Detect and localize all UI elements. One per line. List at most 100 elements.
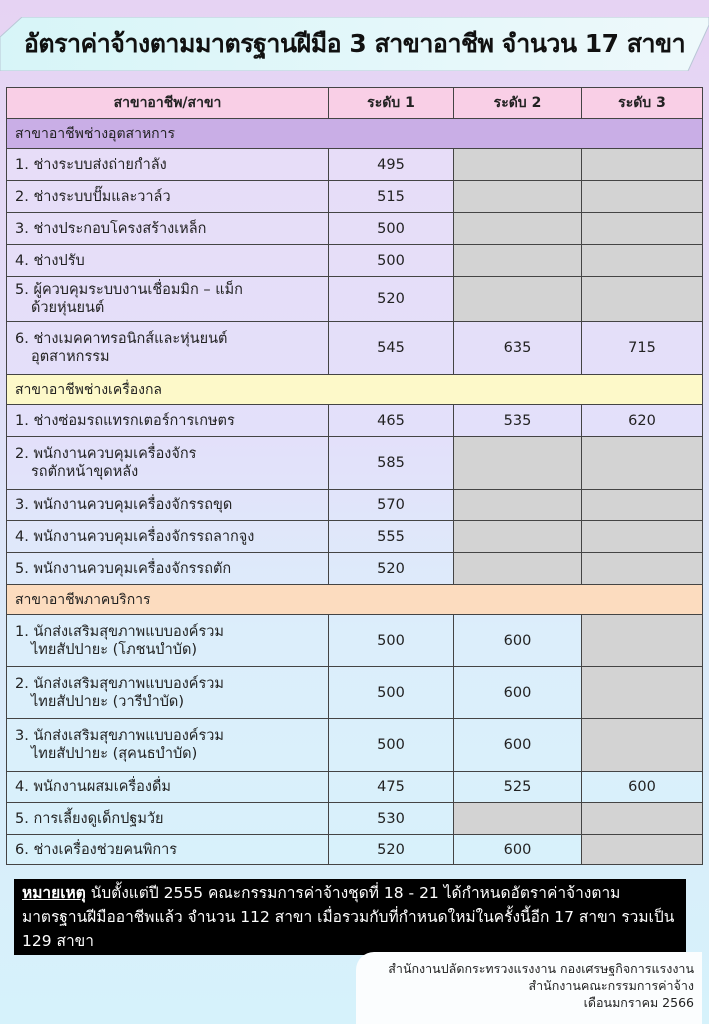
level-3-wage: 600 xyxy=(581,771,703,803)
occupation-name: 1. ช่างซ่อมรถแทรกเตอร์การเกษตร xyxy=(6,404,329,437)
page-title: อัตราค่าจ้างตามมาตรฐานฝีมือ 3 สาขาอาชีพ … xyxy=(23,29,686,58)
table-row: 3. พนักงานควบคุมเครื่องจักรรถขุด 570 xyxy=(6,489,703,521)
level-1-wage: 545 xyxy=(328,321,454,375)
table-header-row: สาขาอาชีพ/สาขา ระดับ 1 ระดับ 2 ระดับ 3 xyxy=(6,87,703,119)
level-3-wage xyxy=(581,212,703,245)
credit-line-2: สำนักงานคณะกรรมการค่าจ้าง xyxy=(528,978,694,993)
occupation-name: 6. ช่างเครื่องช่วยคนพิการ xyxy=(6,834,329,865)
occupation-name: 5. การเลี้ยงดูเด็กปฐมวัย xyxy=(6,802,329,835)
level-3-wage xyxy=(581,718,703,772)
level-1-wage: 500 xyxy=(328,244,454,277)
section-name: สาขาอาชีพช่างอุตสาหการ xyxy=(6,118,703,149)
level-1-wage: 465 xyxy=(328,404,454,437)
level-1-wage: 520 xyxy=(328,552,454,585)
occupation-name: 5. ผู้ควบคุมระบบงานเชื่อมมิก – แม็ก ด้วยห… xyxy=(6,276,329,322)
level-2-wage xyxy=(453,552,582,585)
table-row: 2. นักส่งเสริมสุขภาพแบบองค์รวม ไทยสัปปายะ… xyxy=(6,666,703,719)
level-3-wage xyxy=(581,489,703,521)
occupation-name: 3. ช่างประกอบโครงสร้างเหล็ก xyxy=(6,212,329,245)
section-header-row: สาขาอาชีพช่างเครื่องกล xyxy=(6,374,703,405)
section-name: สาขาอาชีพภาคบริการ xyxy=(6,584,703,615)
level-1-wage: 585 xyxy=(328,436,454,490)
level-3-wage xyxy=(581,552,703,585)
table-row: 6. ช่างเมคคาทรอนิกส์และหุ่นยนต์ อุตสาหกรร… xyxy=(6,321,703,375)
table-row: 4. พนักงานควบคุมเครื่องจักรรถลากจูง 555 xyxy=(6,520,703,553)
occupation-name: 4. พนักงานควบคุมเครื่องจักรรถลากจูง xyxy=(6,520,329,553)
note-box: หมายเหตุ นับตั้งแต่ปี 2555 คณะกรรมการค่า… xyxy=(14,879,686,955)
level-1-wage: 570 xyxy=(328,489,454,521)
level-1-wage: 520 xyxy=(328,834,454,865)
section-name: สาขาอาชีพช่างเครื่องกล xyxy=(6,374,703,405)
level-2-wage xyxy=(453,489,582,521)
occupation-name: 4. พนักงานผสมเครื่องดื่ม xyxy=(6,771,329,803)
occupation-name: 2. พนักงานควบคุมเครื่องจักร รถตักหน้าขุดห… xyxy=(6,436,329,490)
level-2-wage: 535 xyxy=(453,404,582,437)
level-1-wage: 515 xyxy=(328,180,454,213)
level-3-wage xyxy=(581,520,703,553)
credit-line-3: เดือนมกราคม 2566 xyxy=(583,995,694,1010)
credit-box: สำนักงานปลัดกระทรวงแรงงาน กองเศรษฐกิจการ… xyxy=(356,952,702,1024)
level-2-wage xyxy=(453,148,582,181)
level-3-wage xyxy=(581,180,703,213)
occupation-name: 1. นักส่งเสริมสุขภาพแบบองค์รวม ไทยสัปปายะ… xyxy=(6,614,329,667)
level-2-wage xyxy=(453,180,582,213)
header-level-1: ระดับ 1 xyxy=(328,87,454,119)
table-row: 3. นักส่งเสริมสุขภาพแบบองค์รวม ไทยสัปปายะ… xyxy=(6,718,703,772)
occupation-name: 2. ช่างระบบปั๊มและวาล์ว xyxy=(6,180,329,213)
level-1-wage: 500 xyxy=(328,212,454,245)
table-row: 1. ช่างซ่อมรถแทรกเตอร์การเกษตร 465 535 620 xyxy=(6,404,703,437)
level-1-wage: 495 xyxy=(328,148,454,181)
level-3-wage xyxy=(581,244,703,277)
table-row: 2. ช่างระบบปั๊มและวาล์ว 515 xyxy=(6,180,703,213)
level-2-wage: 600 xyxy=(453,834,582,865)
level-3-wage xyxy=(581,436,703,490)
title-banner: อัตราค่าจ้างตามมาตรฐานฝีมือ 3 สาขาอาชีพ … xyxy=(0,17,709,71)
occupation-name: 6. ช่างเมคคาทรอนิกส์และหุ่นยนต์ อุตสาหกรร… xyxy=(6,321,329,375)
level-2-wage xyxy=(453,520,582,553)
level-3-wage xyxy=(581,148,703,181)
level-3-wage: 715 xyxy=(581,321,703,375)
section-header-row: สาขาอาชีพช่างอุตสาหการ xyxy=(6,118,703,149)
table-row: 1. นักส่งเสริมสุขภาพแบบองค์รวม ไทยสัปปายะ… xyxy=(6,614,703,667)
level-3-wage xyxy=(581,614,703,667)
table-row: 5. การเลี้ยงดูเด็กปฐมวัย 530 xyxy=(6,802,703,835)
level-1-wage: 500 xyxy=(328,718,454,772)
occupation-name: 5. พนักงานควบคุมเครื่องจักรรถตัก xyxy=(6,552,329,585)
section-header-row: สาขาอาชีพภาคบริการ xyxy=(6,584,703,615)
occupation-name: 3. พนักงานควบคุมเครื่องจักรรถขุด xyxy=(6,489,329,521)
level-3-wage xyxy=(581,666,703,719)
level-1-wage: 555 xyxy=(328,520,454,553)
header-occupation: สาขาอาชีพ/สาขา xyxy=(6,87,329,119)
level-2-wage xyxy=(453,802,582,835)
occupation-name: 1. ช่างระบบส่งถ่ายกำลัง xyxy=(6,148,329,181)
table-row: 5. ผู้ควบคุมระบบงานเชื่อมมิก – แม็ก ด้วยห… xyxy=(6,276,703,322)
level-3-wage: 620 xyxy=(581,404,703,437)
table-row: 4. พนักงานผสมเครื่องดื่ม 475 525 600 xyxy=(6,771,703,803)
table-row: 6. ช่างเครื่องช่วยคนพิการ 520 600 xyxy=(6,834,703,865)
table-row: 3. ช่างประกอบโครงสร้างเหล็ก 500 xyxy=(6,212,703,245)
note-text: นับตั้งแต่ปี 2555 คณะกรรมการค่าจ้างชุดที… xyxy=(22,884,675,950)
header-level-2: ระดับ 2 xyxy=(453,87,582,119)
level-2-wage xyxy=(453,244,582,277)
level-2-wage: 600 xyxy=(453,666,582,719)
wage-table: สาขาอาชีพ/สาขา ระดับ 1 ระดับ 2 ระดับ 3 ส… xyxy=(6,87,703,865)
level-3-wage xyxy=(581,276,703,322)
level-1-wage: 520 xyxy=(328,276,454,322)
level-2-wage xyxy=(453,212,582,245)
occupation-name: 4. ช่างปรับ xyxy=(6,244,329,277)
level-1-wage: 500 xyxy=(328,614,454,667)
level-1-wage: 475 xyxy=(328,771,454,803)
level-3-wage xyxy=(581,834,703,865)
note-label: หมายเหตุ xyxy=(22,884,86,902)
level-1-wage: 530 xyxy=(328,802,454,835)
level-2-wage: 635 xyxy=(453,321,582,375)
table-body: สาขาอาชีพช่างอุตสาหการ 1. ช่างระบบส่งถ่าย… xyxy=(6,118,703,865)
table-row: 1. ช่างระบบส่งถ่ายกำลัง 495 xyxy=(6,148,703,181)
table-row: 4. ช่างปรับ 500 xyxy=(6,244,703,277)
table-row: 2. พนักงานควบคุมเครื่องจักร รถตักหน้าขุดห… xyxy=(6,436,703,490)
table-row: 5. พนักงานควบคุมเครื่องจักรรถตัก 520 xyxy=(6,552,703,585)
level-1-wage: 500 xyxy=(328,666,454,719)
occupation-name: 2. นักส่งเสริมสุขภาพแบบองค์รวม ไทยสัปปายะ… xyxy=(6,666,329,719)
level-2-wage xyxy=(453,436,582,490)
level-3-wage xyxy=(581,802,703,835)
